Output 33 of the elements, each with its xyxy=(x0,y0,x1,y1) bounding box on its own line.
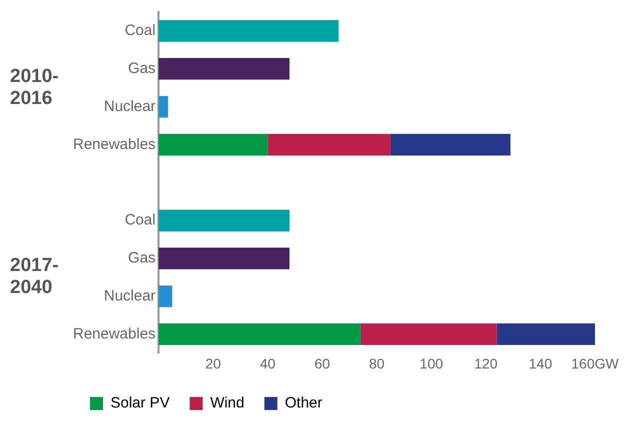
x-tick-label: 20 xyxy=(205,355,222,372)
x-tick-label: 60 xyxy=(314,355,330,372)
bar xyxy=(158,286,172,308)
y-tick-label: Renewables xyxy=(72,325,156,342)
y-tick-label: Gas xyxy=(128,250,156,267)
bar xyxy=(496,323,595,346)
bar xyxy=(158,58,290,80)
bar xyxy=(158,20,339,42)
bar xyxy=(158,248,290,270)
text: 2010-2016 xyxy=(10,66,60,110)
x-tick-label: 100 xyxy=(420,355,444,372)
x-tick-label: 160GW xyxy=(571,355,620,372)
y-tick-label: Gas xyxy=(128,60,156,78)
y-tick-label: Nuclear xyxy=(104,98,156,115)
y-tick-label: Nuclear xyxy=(104,287,156,304)
bar xyxy=(360,323,497,346)
bar xyxy=(158,96,168,118)
y-tick-label: Renewables xyxy=(72,136,156,153)
bar xyxy=(158,210,290,232)
x-tick-label: 140 xyxy=(528,355,552,372)
bar xyxy=(268,134,390,156)
x-tick-label: 40 xyxy=(260,355,276,372)
y-tick-label: Coal xyxy=(124,22,156,40)
text: 2017-2040 xyxy=(10,255,60,300)
x-tick-label: 120 xyxy=(474,355,498,372)
bar xyxy=(158,323,360,346)
legend-label: Other xyxy=(284,394,322,412)
bar xyxy=(390,134,510,156)
legend-label: Wind xyxy=(210,394,244,412)
legend-label: Solar PV xyxy=(110,394,170,412)
y-tick-label: Coal xyxy=(124,212,156,229)
x-tick-label: 80 xyxy=(368,355,385,372)
bar xyxy=(158,134,268,156)
